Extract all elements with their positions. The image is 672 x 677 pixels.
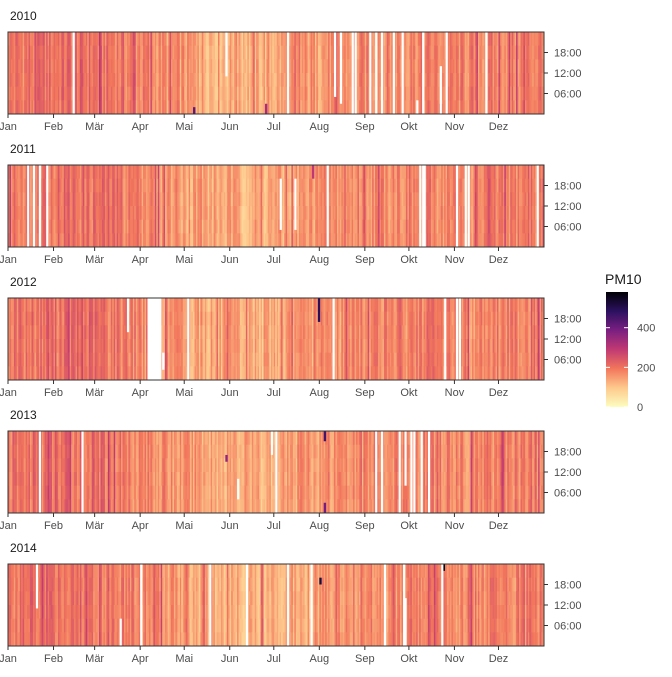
high-value-cell [312, 165, 314, 179]
x-tick-label: Jun [221, 254, 239, 266]
missing-data-gap [381, 32, 383, 114]
x-tick-label: Mai [175, 121, 193, 133]
x-tick-label: Sep [355, 121, 375, 133]
y-tick-label: 18:00 [554, 48, 582, 60]
missing-data-gap [393, 32, 395, 114]
missing-data-gap [73, 32, 75, 114]
panel-2011: 2011 06:00 12:00 18:00 Jan Feb Mär Apr Mai Jun Jul… [0, 142, 582, 266]
missing-data-gap [340, 32, 342, 104]
x-tick-label: Aug [310, 121, 330, 133]
x-tick-label: Nov [445, 254, 465, 266]
x-tick-label: Okt [400, 254, 417, 266]
missing-data-gap [369, 32, 371, 114]
panel-title: 2012 [10, 275, 37, 289]
missing-data-gap [446, 32, 448, 114]
x-tick-label: Sep [355, 254, 375, 266]
missing-data-gap [419, 165, 421, 247]
y-tick-label: 18:00 [554, 181, 582, 193]
x-tick-label: Jun [221, 121, 239, 133]
x-tick-label: Feb [44, 254, 63, 266]
heatmap-cells [8, 165, 544, 247]
x-tick-label: Jul [267, 254, 281, 266]
panel-title: 2010 [10, 9, 37, 23]
x-tick-label: Dez [489, 254, 509, 266]
missing-data-gap [422, 32, 424, 114]
missing-data-gap [537, 165, 539, 247]
panel-title: 2011 [10, 142, 36, 156]
x-tick-label: Aug [310, 254, 330, 266]
missing-data-gap [424, 165, 426, 247]
x-tick-label: Nov [445, 121, 465, 133]
x-tick-label: Mai [175, 254, 193, 266]
missing-data-gap [225, 32, 227, 76]
heatmap-cells [8, 298, 544, 380]
x-tick-label: Okt [400, 121, 417, 133]
y-tick-label: 12:00 [554, 201, 582, 213]
missing-data-gap [39, 165, 41, 247]
panel-2010: 2010 06:00 12:00 18:00 Jan Feb Mär Apr Mai Jun Jul… [0, 9, 582, 133]
y-tick-label: 06:00 [554, 89, 582, 101]
missing-data-gap [27, 165, 29, 247]
x-tick-label: Mär [85, 254, 104, 266]
missing-data-gap [402, 32, 404, 114]
missing-data-gap [46, 165, 48, 247]
x-tick-label: Apr [132, 254, 149, 266]
missing-data-gap [352, 32, 354, 114]
missing-data-gap [465, 165, 467, 247]
x-tick-label: Mär [85, 121, 104, 133]
y-tick-label: 06:00 [554, 222, 582, 234]
heatmap-cells [8, 32, 544, 114]
high-value-cell [193, 107, 195, 114]
missing-data-gap [287, 32, 289, 114]
panels-group: 2010 06:00 12:00 18:00 Jan Feb Mär Apr Mai Jun Jul… [0, 9, 582, 665]
missing-data-gap [355, 32, 357, 114]
missing-data-gap [294, 179, 296, 230]
missing-data-gap [485, 32, 487, 114]
x-tick-label: Jan [0, 254, 17, 266]
missing-data-gap [33, 165, 35, 247]
high-value-cell [265, 104, 267, 114]
missing-data-gap [468, 165, 470, 247]
x-tick-label: Jan [0, 121, 17, 133]
missing-data-gap [416, 100, 418, 114]
x-tick-label: Apr [132, 121, 149, 133]
x-tick-label: Dez [489, 121, 509, 133]
x-tick-label: Jul [267, 121, 281, 133]
missing-data-gap [375, 32, 377, 114]
missing-data-gap [334, 32, 336, 97]
missing-data-gap [280, 179, 282, 230]
missing-data-gap [440, 66, 442, 114]
missing-data-gap [327, 165, 329, 247]
x-tick-label: Feb [44, 121, 63, 133]
missing-data-gap [456, 165, 458, 247]
y-tick-label: 12:00 [554, 68, 582, 80]
